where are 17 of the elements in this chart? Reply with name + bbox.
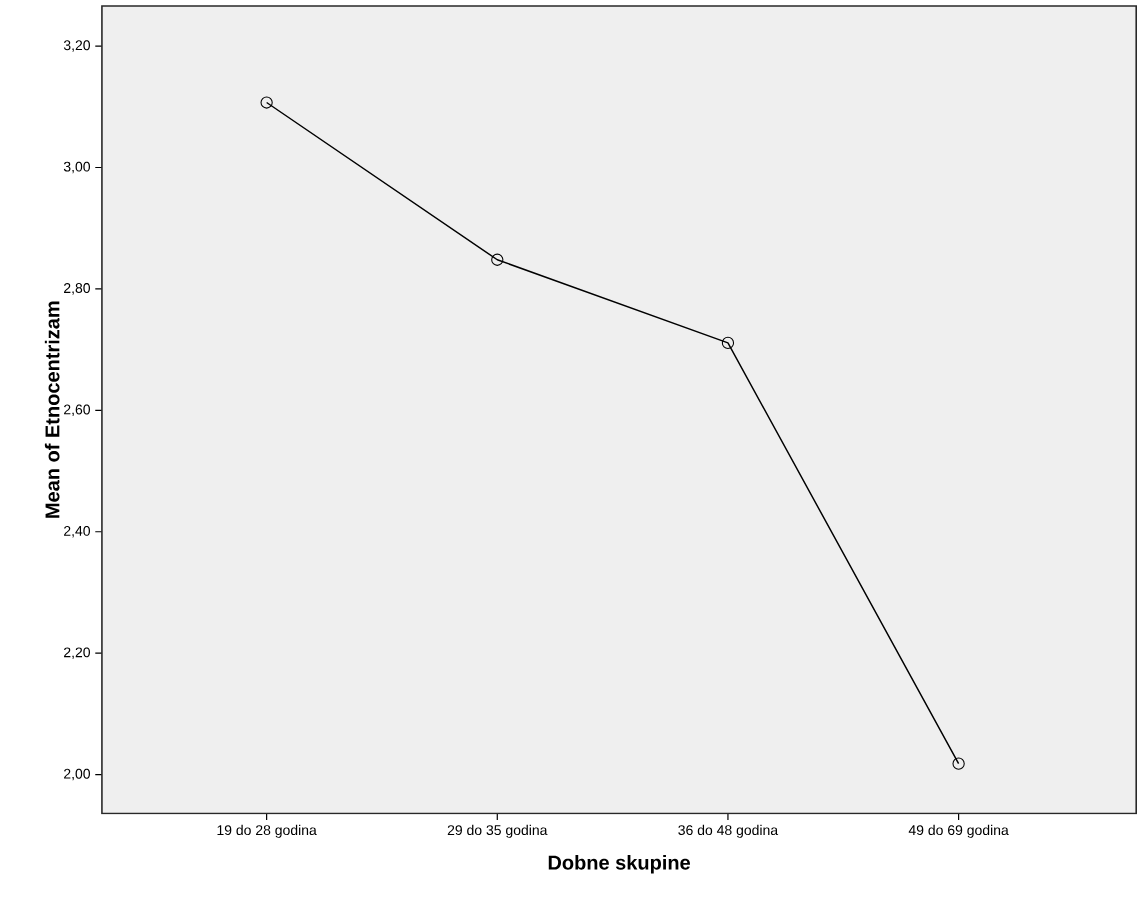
point xyxy=(952,757,965,770)
y-tick-label: 2,00 xyxy=(64,768,91,781)
y-tick-label: 2,40 xyxy=(64,525,91,538)
x-tick-label: 19 do 28 godina xyxy=(217,824,317,838)
x-axis-title: Dobne skupine xyxy=(548,854,690,874)
y-tick-label: 3,00 xyxy=(63,161,91,174)
point xyxy=(260,96,273,109)
y-tick-label: 2,80 xyxy=(64,282,91,295)
y-tick-label: 2,60 xyxy=(64,404,91,416)
x-tick-label: 49 do 69 godina xyxy=(908,824,1009,838)
point xyxy=(491,253,504,266)
point xyxy=(721,336,735,349)
y-tick-label: 2,20 xyxy=(64,647,91,659)
x-tick-label: 29 do 35 godina xyxy=(447,824,548,838)
y-tick-label: 3,20 xyxy=(63,40,91,52)
y-axis-title: Mean of Etnocentrizam xyxy=(44,301,60,518)
x-tick-label: 36 do 48 godina xyxy=(678,824,779,838)
